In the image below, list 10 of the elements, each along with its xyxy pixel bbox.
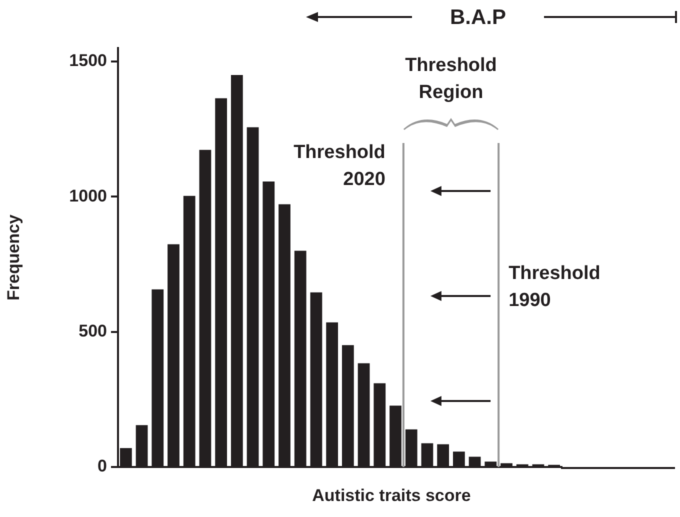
y-tick-label: 0	[98, 456, 107, 476]
x-axis-title: Autistic traits score	[311, 485, 472, 507]
annotation: Threshold Region	[404, 54, 498, 105]
annotation: Threshold 1990	[508, 262, 602, 313]
y-tick-label: 1500	[69, 51, 107, 70]
text: B.A.P	[448, 5, 507, 31]
y-tick-label: 1000	[69, 186, 107, 206]
y-axis-title: Frequency	[4, 214, 23, 300]
annotation: Threshold 2020	[292, 141, 386, 192]
y-tick-label: 500	[78, 322, 107, 341]
